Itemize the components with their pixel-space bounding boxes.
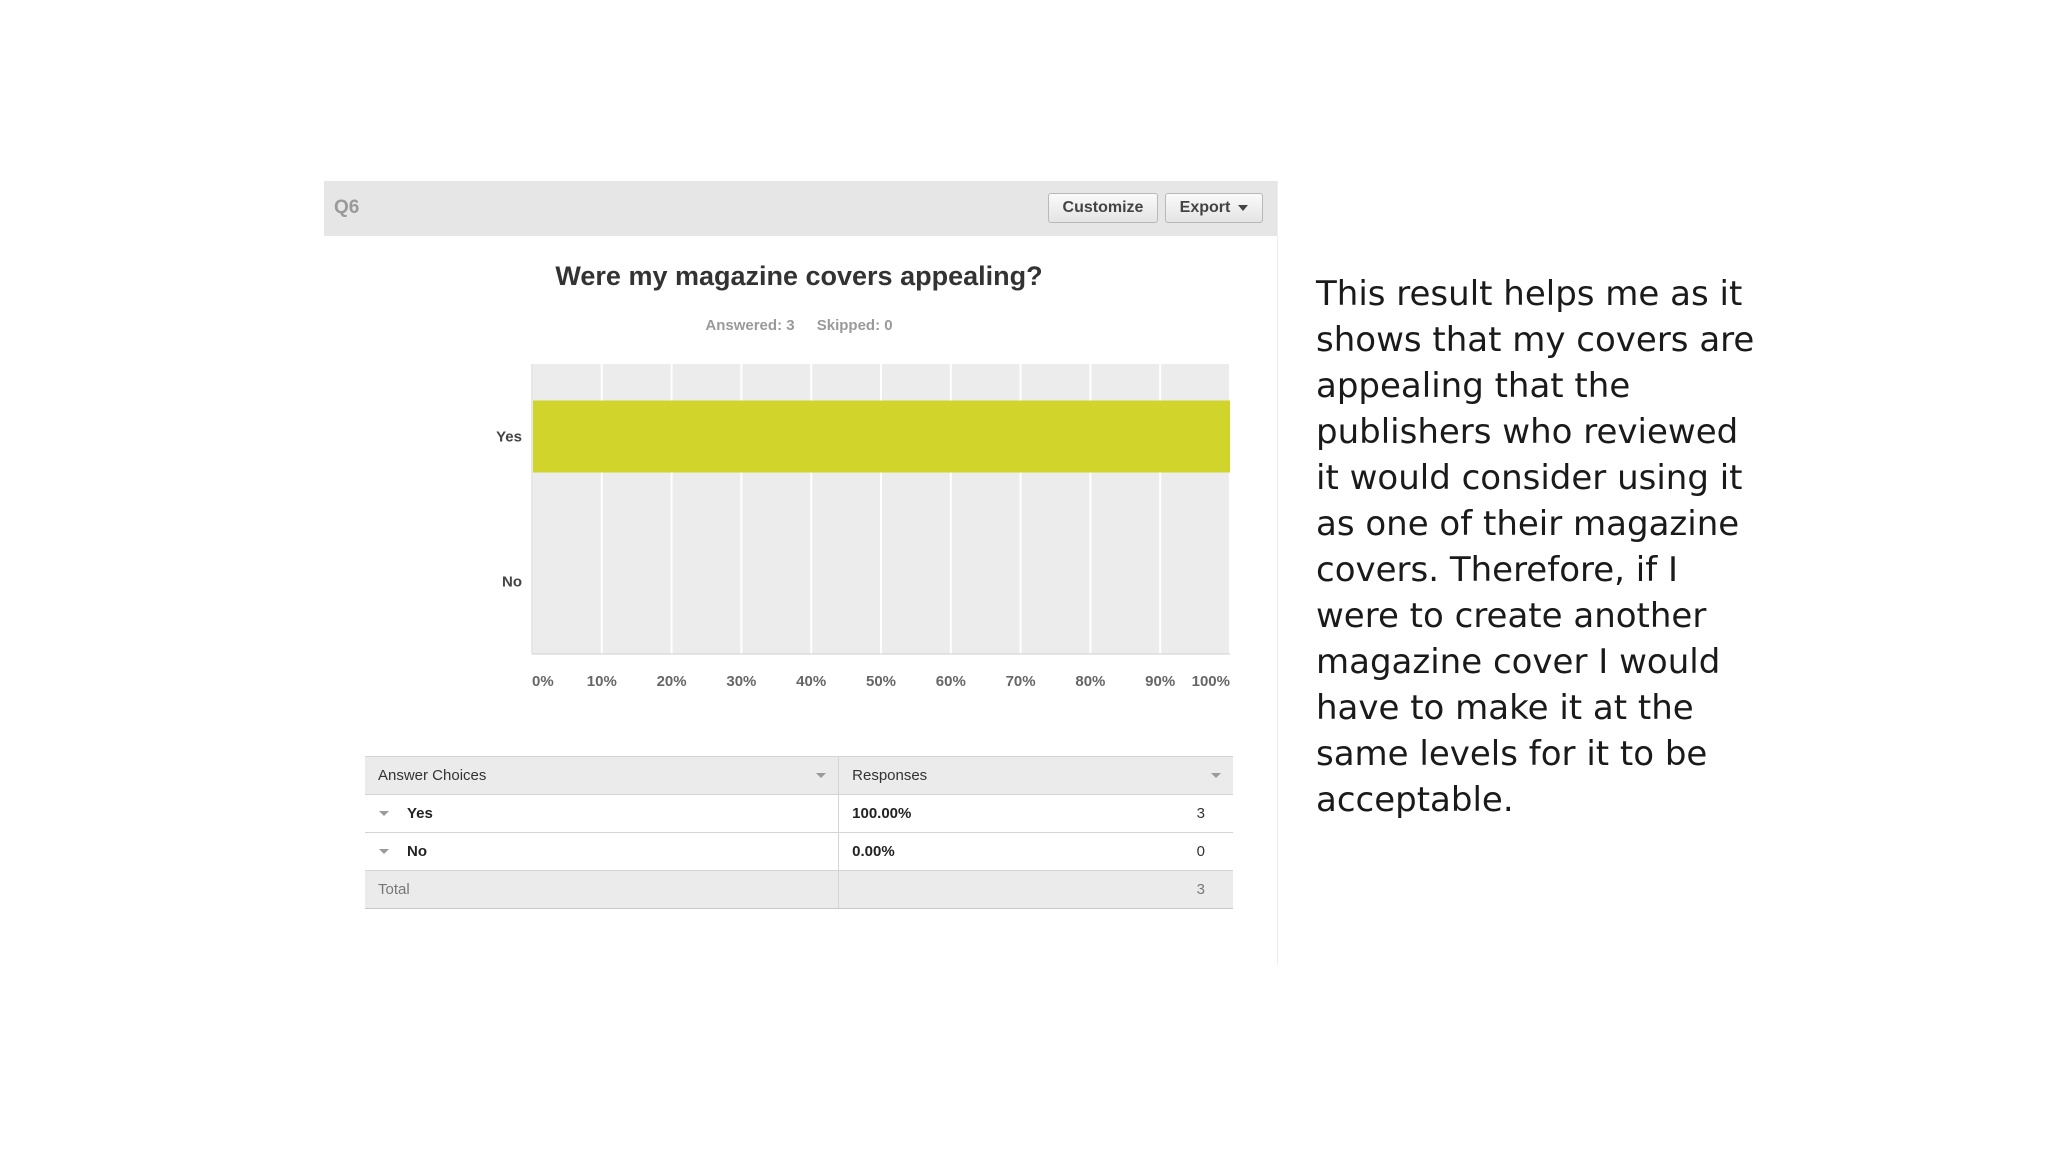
total-count: 3 xyxy=(1104,870,1233,909)
x-tick-label: 10% xyxy=(587,673,617,690)
answered-count: Answered: 3 xyxy=(705,317,795,334)
response-percent: 0.00% xyxy=(838,832,1105,871)
x-tick-label: 60% xyxy=(936,673,966,690)
table-row: Yes 100.00% 3 xyxy=(365,794,1233,833)
export-button[interactable]: Export xyxy=(1165,193,1263,223)
sort-chevron-icon xyxy=(816,773,827,778)
x-tick-label: 70% xyxy=(1006,673,1036,690)
responses-header[interactable]: Responses xyxy=(838,756,1233,795)
x-tick-label: 80% xyxy=(1075,673,1105,690)
answer-choices-header[interactable]: Answer Choices xyxy=(365,756,840,795)
bar-yes xyxy=(533,400,1230,473)
chart-title: Were my magazine covers appealing? xyxy=(555,261,1043,291)
question-header: Q6 Customize Export xyxy=(324,181,1277,236)
answer-choice-label: Yes xyxy=(407,805,433,822)
x-tick-label: 90% xyxy=(1145,673,1175,690)
export-button-label: Export xyxy=(1179,199,1231,216)
expand-chevron-icon[interactable] xyxy=(379,848,389,854)
answer-choice-label: No xyxy=(407,843,427,860)
y-category-label: Yes xyxy=(496,429,522,446)
sort-chevron-icon xyxy=(1211,773,1221,778)
responses-table: Answer Choices Responses Yes 100.00% 3 N… xyxy=(365,756,1233,909)
total-row: Total 3 xyxy=(365,870,1233,909)
response-percent: 100.00% xyxy=(838,794,1105,833)
x-tick-label: 20% xyxy=(657,673,687,690)
x-tick-label: 0% xyxy=(532,673,554,690)
answer-choice-cell: Yes xyxy=(365,794,840,833)
table-row: No 0.00% 0 xyxy=(365,832,1233,871)
commentary-text: This result helps me as it shows that my… xyxy=(1316,274,1755,820)
table-header-row: Answer Choices Responses xyxy=(365,756,1233,795)
bar-chart: 0% 10% 20% 30% 40% 50% 60% 70% 80% 90% 100% Yes No xyxy=(496,364,1231,690)
expand-chevron-icon[interactable] xyxy=(379,810,389,816)
total-label: Total xyxy=(365,870,840,909)
x-tick-label: 50% xyxy=(866,673,896,690)
response-count: 3 xyxy=(1104,794,1233,833)
customize-button[interactable]: Customize xyxy=(1048,193,1158,223)
answer-choices-header-label: Answer Choices xyxy=(378,767,487,784)
responses-header-label: Responses xyxy=(852,767,928,784)
x-tick-label: 40% xyxy=(796,673,826,690)
x-tick-label: 30% xyxy=(726,673,756,690)
survey-question-panel: Q6 Customize Export Were my magazine cov… xyxy=(324,181,1278,965)
response-count: 0 xyxy=(1104,832,1233,871)
x-tick-label: 100% xyxy=(1192,673,1230,690)
y-category-label: No xyxy=(502,574,522,591)
answer-choice-cell: No xyxy=(365,832,840,871)
chart-summary: Answered: 3 Skipped: 0 xyxy=(324,317,1274,334)
chevron-down-icon xyxy=(1238,205,1249,211)
question-number: Q6 xyxy=(334,197,360,218)
skipped-count: Skipped: 0 xyxy=(816,317,893,334)
